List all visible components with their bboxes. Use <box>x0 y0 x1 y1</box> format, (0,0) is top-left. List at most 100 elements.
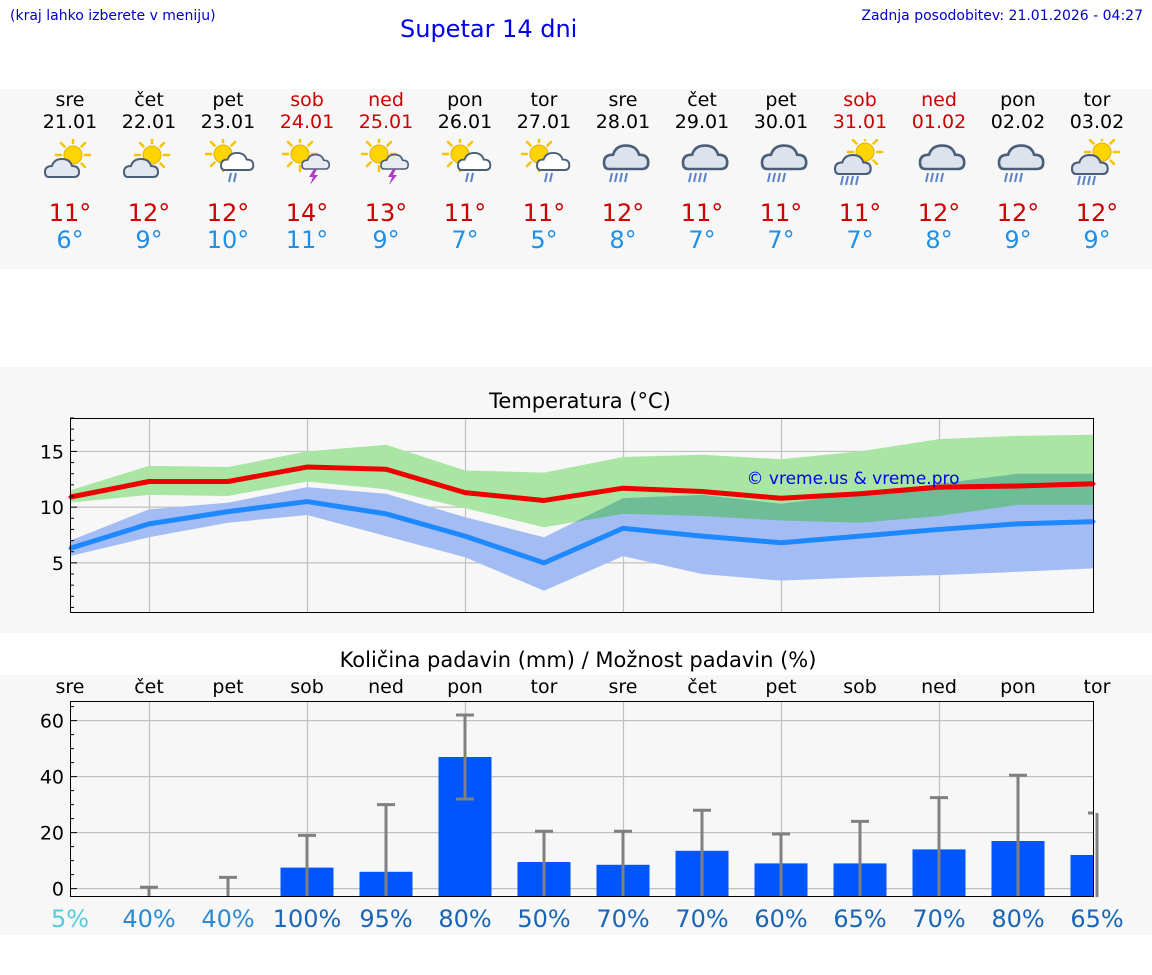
precipitation-probability: 70% <box>596 905 649 933</box>
forecast-day: tor 03.02 12° 9° <box>1057 89 1137 269</box>
min-temperature: 8° <box>609 226 637 254</box>
precipitation-probability: 70% <box>912 905 965 933</box>
precipitation-x-tick-label: pon <box>1000 676 1036 698</box>
precipitation-x-tick-label: sre <box>56 676 85 698</box>
min-temperature: 6° <box>56 226 84 254</box>
heavy-rain-icon <box>596 139 650 189</box>
temperature-plot-frame <box>70 418 1094 613</box>
min-temperature: 8° <box>925 226 953 254</box>
max-temperature-line-point <box>305 465 309 469</box>
precipitation-x-tick-label: tor <box>1084 676 1111 698</box>
day-name: pon <box>447 89 483 111</box>
min-temperature-line-point <box>858 534 862 538</box>
watermark-text: © vreme.us & vreme.pro <box>746 469 959 489</box>
precipitation-probability: 65% <box>833 905 886 933</box>
day-name: sob <box>843 89 877 111</box>
precipitation-y-tick-label: 40 <box>40 767 64 789</box>
forecast-day: ned 25.01 13° 9° <box>346 89 426 269</box>
min-temperature-line-point <box>779 541 783 545</box>
day-date: 23.01 <box>200 111 256 133</box>
min-temperature-line <box>69 499 1095 566</box>
precipitation-probability: 80% <box>991 905 1044 933</box>
min-temperature: 10° <box>206 226 250 254</box>
min-temperature: 7° <box>451 226 479 254</box>
max-temperature: 11° <box>443 199 487 227</box>
precipitation-probability: 40% <box>122 905 175 933</box>
sun-thunder-icon <box>359 135 413 189</box>
forecast-day: pet 23.01 12° 10° <box>188 89 268 269</box>
precipitation-x-tick-label: pet <box>212 676 243 698</box>
max-temperature-line-point <box>384 467 388 471</box>
day-name: sob <box>290 89 324 111</box>
temperature-y-tick-label: 5 <box>52 553 64 575</box>
max-temperature: 12° <box>917 199 961 227</box>
min-temperature-line-point <box>700 534 704 538</box>
forecast-strip: sre 21.01 11° 6° čet 22.01 12° 9° pet 23.01 12° 10°… <box>0 89 1152 269</box>
min-temperature: 9° <box>372 226 400 254</box>
forecast-day: sob 24.01 14° 11° <box>267 89 347 269</box>
location-hint: (kraj lahko izberete v meniju) <box>10 8 216 24</box>
min-temperature-line-point <box>147 522 151 526</box>
min-temperature: 5° <box>530 226 558 254</box>
max-temperature: 11° <box>680 199 724 227</box>
day-name: sre <box>55 89 85 111</box>
sun-heavy-rain-icon <box>1070 133 1124 189</box>
sun-rain-icon <box>201 135 255 189</box>
day-date: 21.01 <box>42 111 98 133</box>
precipitation-probability: 100% <box>273 905 342 933</box>
day-name: tor <box>1083 89 1111 111</box>
precipitation-x-tick-label: čet <box>134 676 164 698</box>
precipitation-probability: 40% <box>201 905 254 933</box>
sun-cloud-icon <box>43 136 97 189</box>
min-temperature-line-point <box>937 527 941 531</box>
precipitation-probability: 80% <box>438 905 491 933</box>
forecast-day: čet 29.01 11° 7° <box>662 89 742 269</box>
precipitation-x-tick-label: sre <box>609 676 638 698</box>
day-name: pet <box>212 89 244 111</box>
precipitation-bar <box>1070 855 1094 897</box>
day-date: 26.01 <box>437 111 493 133</box>
max-temperature: 12° <box>127 199 171 227</box>
page-title: Supetar 14 dni <box>400 15 578 43</box>
last-updated: Zadnja posodobitev: 21.01.2026 - 04:27 <box>861 8 1143 24</box>
max-temperature-line-point <box>621 486 625 490</box>
forecast-day: ned 01.02 12° 8° <box>899 89 979 269</box>
sun-rain-icon <box>438 135 492 189</box>
sun-rain-icon <box>517 135 571 189</box>
max-temperature: 14° <box>285 199 329 227</box>
sun-heavy-rain-icon <box>833 133 887 189</box>
day-date: 31.01 <box>832 111 888 133</box>
forecast-day: pon 02.02 12° 9° <box>978 89 1058 269</box>
precipitation-chart: Količina padavin (mm) / Možnost padavin … <box>40 648 1124 933</box>
precipitation-x-tick-label: ned <box>921 676 957 698</box>
forecast-day: sre 28.01 12° 8° <box>583 89 663 269</box>
precipitation-probability: 70% <box>675 905 728 933</box>
temperature-y-tick-label: 10 <box>40 497 64 519</box>
temperature-chart: Temperatura (°C) 5 10 15 © vreme.us & vreme.… <box>40 389 1096 613</box>
day-name: čet <box>134 89 164 111</box>
day-date: 30.01 <box>753 111 809 133</box>
day-name: čet <box>687 89 717 111</box>
precipitation-x-tick-label: tor <box>531 676 558 698</box>
temperature-y-tick-label: 15 <box>40 441 64 463</box>
max-temperature: 11° <box>48 199 92 227</box>
forecast-band <box>0 89 1152 269</box>
precipitation-plot-frame <box>70 701 1094 897</box>
min-temperature-line-point <box>463 534 467 538</box>
forecast-day: čet 22.01 12° 9° <box>109 89 189 269</box>
sun-thunder-icon <box>280 135 334 189</box>
max-temperature-line-point <box>700 490 704 494</box>
min-temperature-line-point <box>305 500 309 504</box>
heavy-rain-icon <box>912 139 966 189</box>
sun-cloud-icon <box>122 136 176 189</box>
max-temperature-line-point <box>463 491 467 495</box>
max-temperature: 13° <box>364 199 408 227</box>
day-date: 01.02 <box>911 111 967 133</box>
forecast-day: tor 27.01 11° 5° <box>504 89 584 269</box>
min-temperature: 9° <box>1083 226 1111 254</box>
min-temperature: 9° <box>135 226 163 254</box>
precipitation-y-tick-label: 60 <box>40 711 64 733</box>
precipitation-x-tick-label: sob <box>290 676 324 698</box>
min-temperature-line-point <box>226 510 230 514</box>
heavy-rain-icon <box>991 139 1045 189</box>
